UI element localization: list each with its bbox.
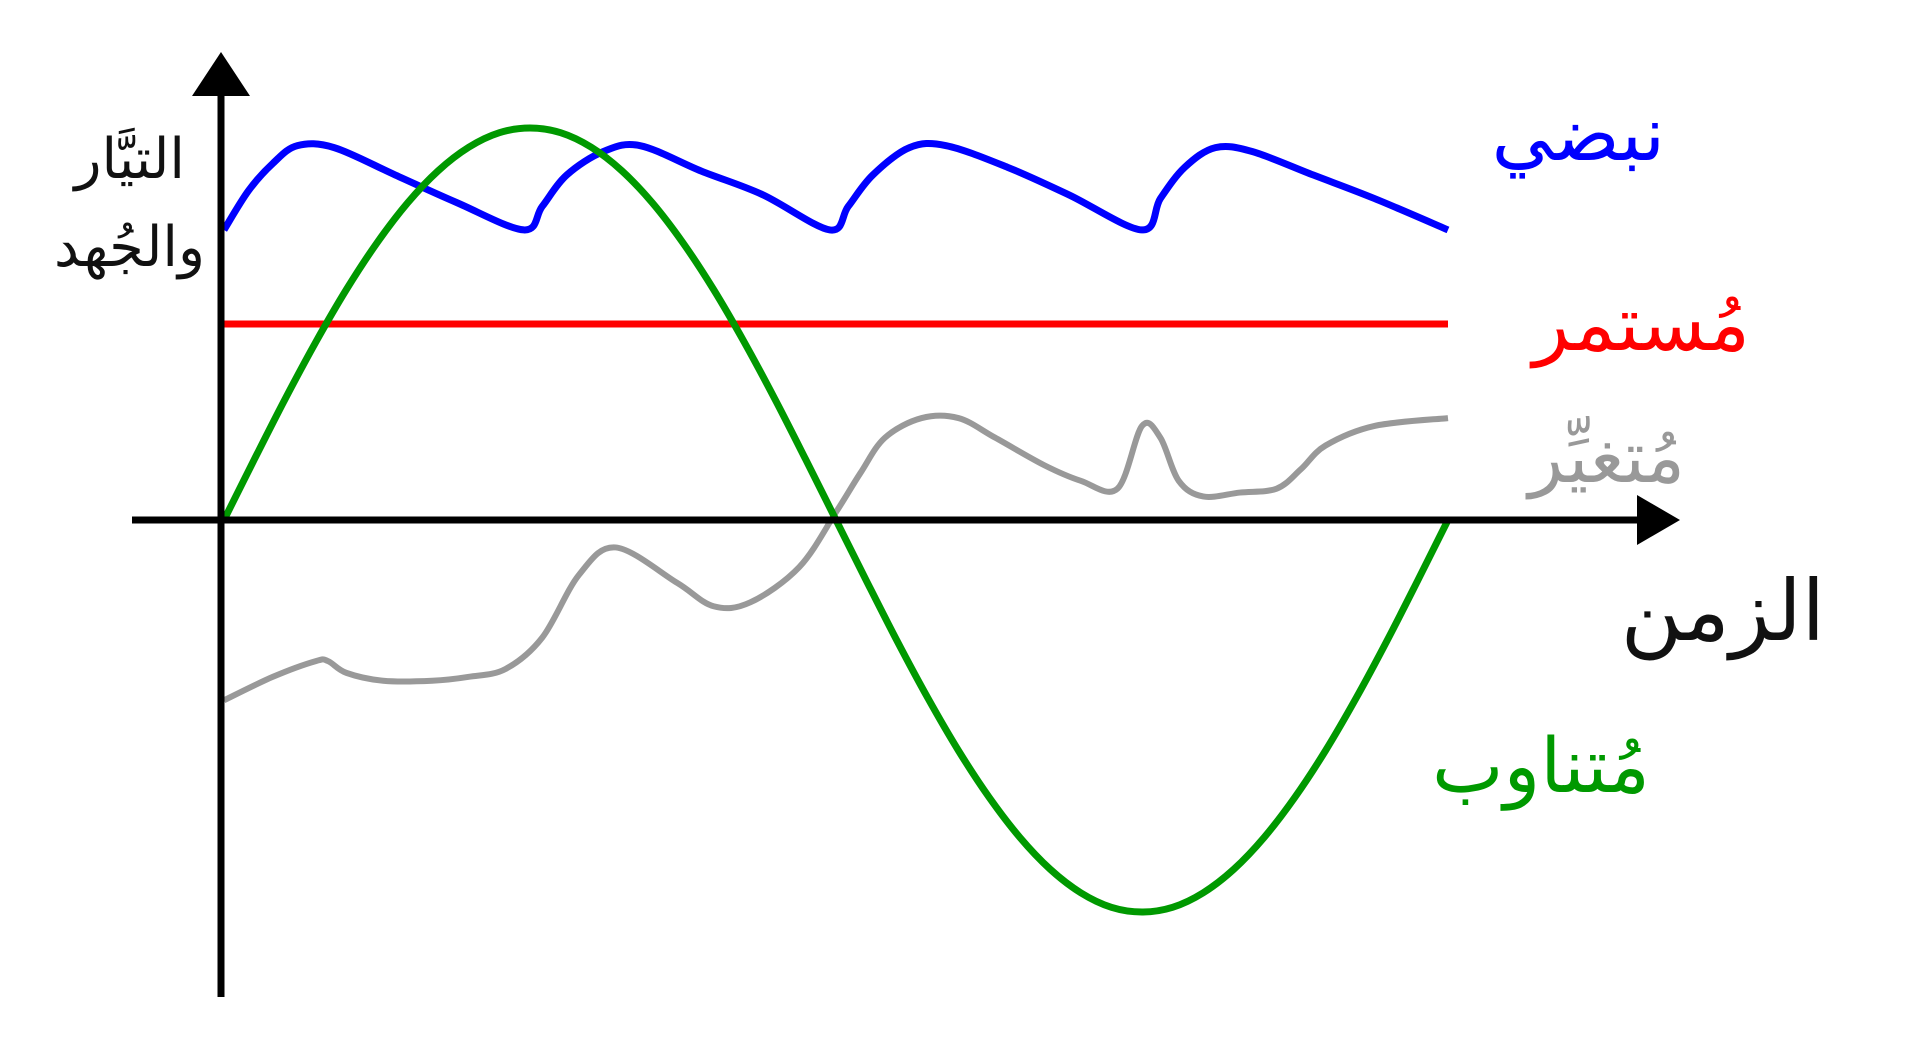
series-label-alternating: مُتناوب bbox=[1432, 721, 1650, 811]
series-label-variable: مُتغيِّر bbox=[1526, 415, 1685, 500]
y-axis-label-line-1: التيَّار bbox=[71, 126, 185, 192]
y-axis-arrowhead bbox=[192, 52, 250, 96]
series-label-pulse: نبضي bbox=[1492, 89, 1665, 179]
series-line-pulse bbox=[221, 140, 1450, 234]
x-axis-label: الزمن bbox=[1621, 562, 1825, 661]
series-line-variable bbox=[222, 412, 1449, 704]
y-axis-label-line-2: والجُهد bbox=[54, 215, 205, 280]
x-axis-arrowhead bbox=[1637, 495, 1680, 545]
series-label-direct: مُستمر bbox=[1529, 279, 1750, 369]
